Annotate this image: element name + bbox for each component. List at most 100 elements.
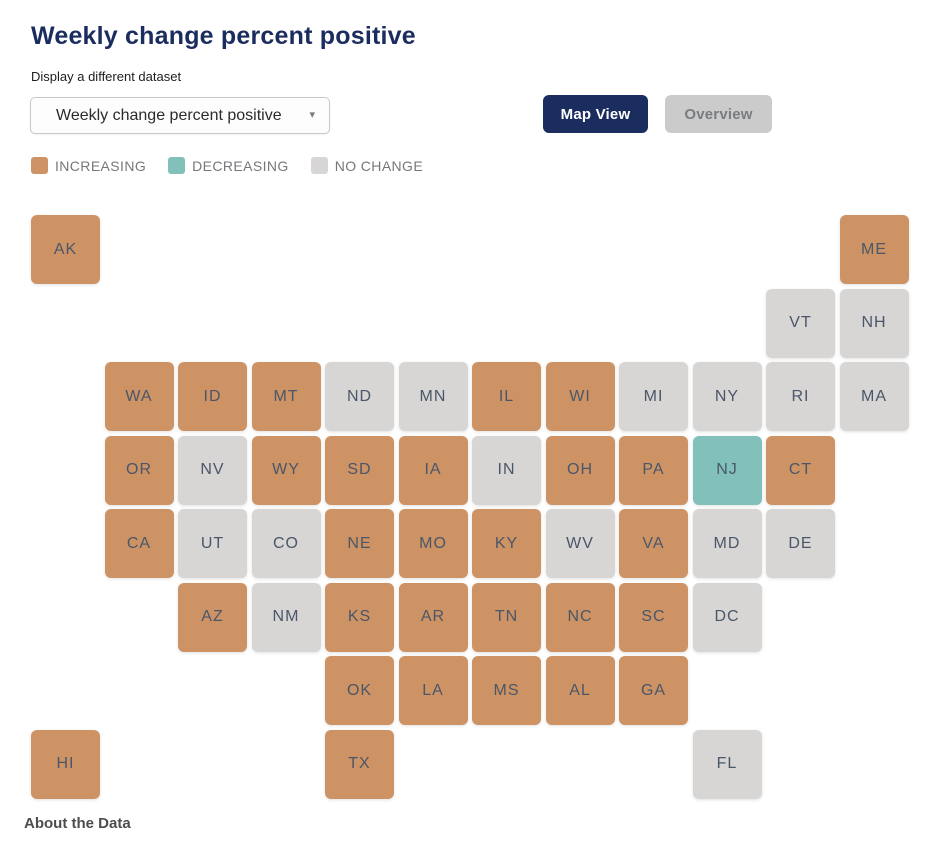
state-tile-ne[interactable]: NE	[325, 509, 394, 578]
dataset-dropdown[interactable]: Weekly change percent positive ▾	[30, 97, 330, 134]
page-title: Weekly change percent positive	[31, 22, 416, 50]
state-tile-me[interactable]: ME	[839, 215, 909, 284]
state-tile-ky[interactable]: KY	[472, 509, 541, 578]
state-tile-label: NM	[272, 608, 300, 625]
state-tile-de[interactable]: DE	[766, 509, 835, 578]
state-tile-label: OK	[346, 681, 373, 699]
state-tile-az[interactable]: AZ	[178, 582, 247, 652]
map-view-button[interactable]: Map View	[543, 95, 648, 133]
state-tile-hi[interactable]: HI	[31, 729, 100, 799]
state-tile-label: MA	[861, 387, 887, 405]
decreasing-swatch-icon	[168, 157, 186, 174]
state-tile-wv[interactable]: WV	[545, 509, 615, 578]
state-tile-label: LA	[422, 681, 444, 699]
state-tile-label: CO	[273, 534, 299, 552]
state-tile-label: TN	[494, 608, 519, 625]
state-tile-label: AL	[569, 681, 591, 699]
state-tile-label: WY	[272, 461, 300, 478]
state-tile-il[interactable]: IL	[472, 362, 541, 431]
state-tile-label: DC	[714, 608, 740, 625]
state-tile-md[interactable]: MD	[692, 509, 762, 578]
state-tile-label: NY	[714, 387, 740, 405]
state-tile-nm[interactable]: NM	[251, 582, 321, 652]
dataset-dropdown-value: Weekly change percent positive	[56, 106, 282, 124]
state-tile-label: PA	[642, 461, 665, 478]
state-tile-label: OR	[126, 461, 152, 478]
state-tile-ri[interactable]: RI	[766, 362, 835, 431]
state-tile-pa[interactable]: PA	[619, 435, 688, 505]
state-tile-ut[interactable]: UT	[178, 509, 247, 578]
state-tile-dc[interactable]: DC	[692, 582, 762, 652]
state-tile-wy[interactable]: WY	[251, 435, 321, 505]
state-tile-ms[interactable]: MS	[472, 656, 541, 725]
state-tile-ia[interactable]: IA	[398, 435, 468, 505]
state-tile-ga[interactable]: GA	[619, 656, 688, 725]
about-the-data-link[interactable]: About the Data	[24, 815, 131, 832]
state-tile-label: CA	[126, 534, 152, 552]
state-tile-label: VT	[789, 314, 812, 331]
state-tile-ks[interactable]: KS	[325, 582, 394, 652]
state-tile-label: AK	[53, 240, 78, 258]
state-tile-la[interactable]: LA	[398, 656, 468, 725]
state-tile-or[interactable]: OR	[104, 435, 174, 505]
state-tile-nj[interactable]: NJ	[692, 435, 762, 505]
state-tile-label: ID	[203, 387, 222, 405]
state-tile-vt[interactable]: VT	[766, 288, 835, 358]
state-tile-label: MI	[643, 387, 664, 405]
state-tile-id[interactable]: ID	[178, 362, 247, 431]
legend: INCREASING DECREASING NO CHANGE	[31, 157, 423, 174]
state-tile-label: NC	[567, 608, 593, 625]
state-tile-label: MT	[273, 387, 299, 405]
state-tile-label: DE	[788, 534, 813, 552]
legend-item-label: INCREASING	[55, 157, 147, 174]
state-tile-fl[interactable]: FL	[692, 729, 762, 799]
state-tile-label: MS	[493, 681, 520, 699]
state-tile-va[interactable]: VA	[619, 509, 688, 578]
state-tile-label: OH	[567, 461, 593, 478]
state-tile-nc[interactable]: NC	[545, 582, 615, 652]
state-tile-label: VA	[642, 534, 665, 552]
state-tile-sc[interactable]: SC	[619, 582, 688, 652]
state-tile-mt[interactable]: MT	[251, 362, 321, 431]
state-tile-ct[interactable]: CT	[766, 435, 835, 505]
state-tile-label: WA	[125, 387, 153, 405]
state-tile-ny[interactable]: NY	[692, 362, 762, 431]
legend-item-label: DECREASING	[192, 157, 289, 174]
legend-item-increasing: INCREASING	[31, 157, 146, 174]
state-tile-ok[interactable]: OK	[325, 656, 394, 725]
state-tile-label: IA	[424, 461, 442, 478]
increasing-swatch-icon	[31, 157, 48, 174]
state-tile-label: ME	[861, 240, 887, 258]
state-tile-nh[interactable]: NH	[839, 288, 909, 358]
state-tile-oh[interactable]: OH	[545, 435, 615, 505]
state-tile-ar[interactable]: AR	[398, 582, 468, 652]
legend-item-decreasing: DECREASING	[168, 157, 289, 174]
state-tile-mo[interactable]: MO	[398, 509, 468, 578]
state-tile-mn[interactable]: MN	[398, 362, 468, 431]
state-tile-label: AR	[420, 608, 446, 625]
state-tile-tn[interactable]: TN	[472, 582, 541, 652]
legend-item-no-change: NO CHANGE	[310, 157, 423, 174]
state-tile-ca[interactable]: CA	[104, 509, 174, 578]
state-tile-nd[interactable]: ND	[325, 362, 394, 431]
state-tile-wi[interactable]: WI	[545, 362, 615, 431]
state-tile-al[interactable]: AL	[545, 656, 615, 725]
state-tile-label: KS	[347, 608, 372, 625]
state-tile-wa[interactable]: WA	[104, 362, 174, 431]
state-tile-nv[interactable]: NV	[178, 435, 247, 505]
state-tile-tx[interactable]: TX	[325, 729, 394, 799]
state-tile-label: NV	[200, 461, 225, 478]
state-tile-co[interactable]: CO	[251, 509, 321, 578]
state-tile-label: MN	[419, 387, 447, 405]
state-tile-sd[interactable]: SD	[325, 435, 394, 505]
state-tile-ma[interactable]: MA	[839, 362, 909, 431]
state-tile-mi[interactable]: MI	[619, 362, 688, 431]
state-tile-label: MD	[713, 534, 741, 552]
state-tile-in[interactable]: IN	[472, 435, 541, 505]
state-tile-ak[interactable]: AK	[31, 215, 100, 284]
state-tile-label: WV	[566, 534, 594, 552]
state-tile-label: WI	[569, 387, 591, 405]
overview-button[interactable]: Overview	[665, 95, 772, 133]
state-tile-label: SD	[347, 461, 372, 478]
caret-down-icon: ▾	[309, 109, 315, 121]
